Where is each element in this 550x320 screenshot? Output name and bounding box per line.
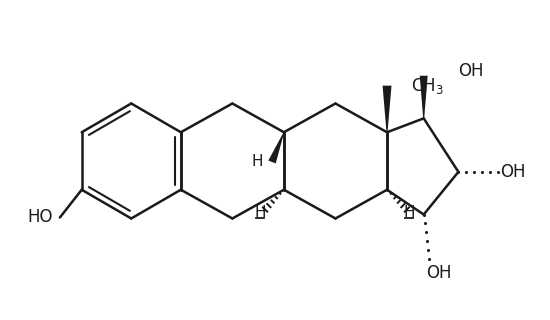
Text: H: H [255, 205, 266, 220]
Polygon shape [383, 86, 392, 132]
Text: H: H [403, 205, 415, 220]
Polygon shape [420, 76, 428, 118]
Text: CH$_3$: CH$_3$ [411, 76, 444, 96]
Text: OH: OH [458, 62, 484, 80]
Text: H: H [251, 155, 263, 170]
Text: HO: HO [28, 209, 53, 227]
Polygon shape [268, 132, 284, 164]
Text: OH: OH [426, 264, 452, 282]
Text: OH: OH [500, 163, 526, 181]
